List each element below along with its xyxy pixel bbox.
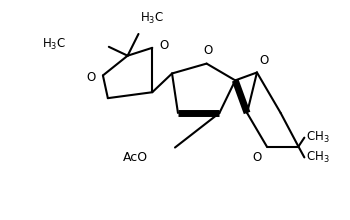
Text: CH$_3$: CH$_3$ <box>306 150 330 165</box>
Text: CH$_3$: CH$_3$ <box>306 130 330 145</box>
Text: O: O <box>259 53 268 67</box>
Text: O: O <box>159 39 168 52</box>
Text: H$_3$C: H$_3$C <box>42 37 66 52</box>
Text: O: O <box>253 151 262 165</box>
Text: O: O <box>203 44 212 57</box>
Text: O: O <box>87 71 96 84</box>
Text: AcO: AcO <box>123 151 148 164</box>
Text: H$_3$C: H$_3$C <box>140 11 164 26</box>
